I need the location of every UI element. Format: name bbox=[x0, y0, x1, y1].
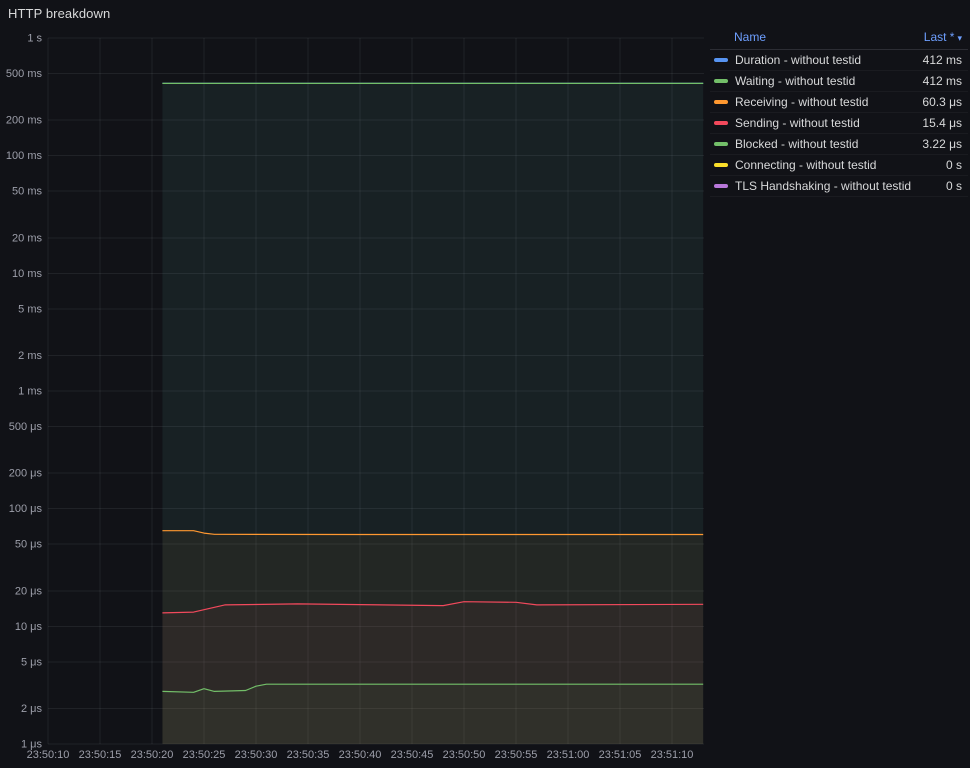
svg-text:23:50:40: 23:50:40 bbox=[339, 749, 382, 761]
series-color-swatch bbox=[714, 142, 728, 146]
panel-title[interactable]: HTTP breakdown bbox=[8, 6, 111, 21]
svg-text:23:50:35: 23:50:35 bbox=[287, 749, 330, 761]
series-name: Waiting - without testid bbox=[735, 74, 856, 88]
series-color-swatch bbox=[714, 100, 728, 104]
svg-text:23:50:55: 23:50:55 bbox=[495, 749, 538, 761]
series-name: Receiving - without testid bbox=[735, 95, 869, 109]
series-color-swatch bbox=[714, 121, 728, 125]
svg-text:10 μs: 10 μs bbox=[15, 621, 43, 633]
legend-row[interactable]: Waiting - without testid 412 ms bbox=[710, 71, 968, 92]
series-name: Sending - without testid bbox=[735, 116, 860, 130]
svg-text:5 μs: 5 μs bbox=[21, 656, 43, 668]
series-last-value: 15.4 μs bbox=[922, 116, 962, 130]
series-last-value: 412 ms bbox=[922, 53, 962, 67]
svg-text:50 μs: 50 μs bbox=[15, 539, 43, 551]
legend-rows: Duration - without testid 412 ms Waiting -… bbox=[710, 50, 968, 197]
series-name: Duration - without testid bbox=[735, 53, 862, 67]
series-name: Blocked - without testid bbox=[735, 137, 859, 151]
svg-text:100 ms: 100 ms bbox=[6, 150, 43, 162]
svg-text:500 ms: 500 ms bbox=[6, 68, 43, 80]
svg-text:23:50:10: 23:50:10 bbox=[27, 749, 70, 761]
svg-text:23:50:30: 23:50:30 bbox=[235, 749, 278, 761]
legend-row[interactable]: Connecting - without testid 0 s bbox=[710, 155, 968, 176]
svg-text:23:50:45: 23:50:45 bbox=[391, 749, 434, 761]
svg-text:200 μs: 200 μs bbox=[9, 468, 43, 480]
legend-row[interactable]: Blocked - without testid 3.22 μs bbox=[710, 134, 968, 155]
legend-row[interactable]: Receiving - without testid 60.3 μs bbox=[710, 92, 968, 113]
legend-table: Name Last * ▾ Duration - without testid 41… bbox=[710, 28, 968, 197]
series-color-swatch bbox=[714, 79, 728, 83]
svg-text:23:51:05: 23:51:05 bbox=[599, 749, 642, 761]
legend-header: Name Last * ▾ bbox=[710, 28, 968, 50]
series-color-swatch bbox=[714, 184, 728, 188]
legend-column-name[interactable]: Name bbox=[734, 30, 767, 44]
series-last-value: 60.3 μs bbox=[922, 95, 962, 109]
sort-desc-icon: ▾ bbox=[957, 33, 962, 43]
svg-text:200 ms: 200 ms bbox=[6, 115, 43, 127]
svg-text:50 ms: 50 ms bbox=[12, 186, 42, 198]
svg-text:5 ms: 5 ms bbox=[18, 303, 42, 315]
legend-row[interactable]: TLS Handshaking - without testid 0 s bbox=[710, 176, 968, 197]
svg-text:23:51:10: 23:51:10 bbox=[651, 749, 694, 761]
svg-text:23:50:15: 23:50:15 bbox=[79, 749, 122, 761]
svg-text:2 ms: 2 ms bbox=[18, 350, 42, 362]
svg-text:500 μs: 500 μs bbox=[9, 421, 43, 433]
legend-column-last[interactable]: Last * ▾ bbox=[923, 30, 962, 44]
legend-row[interactable]: Sending - without testid 15.4 μs bbox=[710, 113, 968, 134]
series-last-value: 0 s bbox=[945, 158, 962, 172]
svg-text:2 μs: 2 μs bbox=[21, 703, 43, 715]
series-name: TLS Handshaking - without testid bbox=[735, 179, 912, 193]
series-last-value: 0 s bbox=[945, 179, 962, 193]
series-last-value: 3.22 μs bbox=[922, 137, 962, 151]
svg-text:23:50:50: 23:50:50 bbox=[443, 749, 486, 761]
svg-text:23:50:25: 23:50:25 bbox=[183, 749, 226, 761]
svg-text:20 ms: 20 ms bbox=[12, 232, 42, 244]
svg-text:1 μs: 1 μs bbox=[21, 739, 43, 751]
svg-text:1 s: 1 s bbox=[27, 33, 42, 45]
svg-text:20 μs: 20 μs bbox=[15, 585, 43, 597]
svg-text:100 μs: 100 μs bbox=[9, 503, 43, 515]
series-name: Connecting - without testid bbox=[735, 158, 877, 172]
svg-text:10 ms: 10 ms bbox=[12, 268, 42, 280]
svg-text:23:51:00: 23:51:00 bbox=[547, 749, 590, 761]
series-last-value: 412 ms bbox=[922, 74, 962, 88]
legend-row[interactable]: Duration - without testid 412 ms bbox=[710, 50, 968, 71]
series-color-swatch bbox=[714, 163, 728, 167]
svg-text:1 ms: 1 ms bbox=[18, 386, 42, 398]
series-color-swatch bbox=[714, 58, 728, 62]
svg-text:23:50:20: 23:50:20 bbox=[131, 749, 174, 761]
